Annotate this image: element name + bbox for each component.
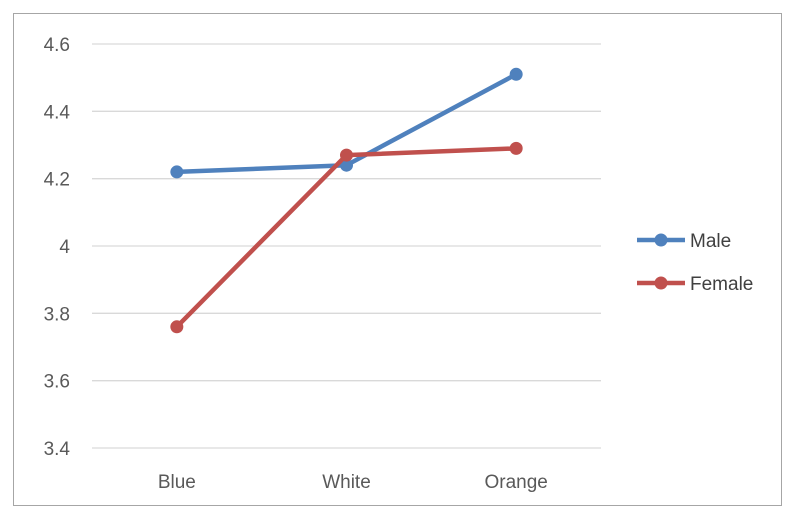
data-point-female xyxy=(340,148,353,162)
data-point-female xyxy=(509,141,523,155)
x-tick-label: Blue xyxy=(158,472,196,493)
legend-swatch-marker xyxy=(654,233,668,247)
chart-frame xyxy=(13,13,782,506)
y-tick-label: 4.2 xyxy=(44,170,70,191)
series-female xyxy=(170,141,523,334)
data-point-male xyxy=(509,67,523,81)
y-tick-label: 4.4 xyxy=(44,102,71,123)
y-tick-label: 3.6 xyxy=(44,372,70,393)
data-point-male xyxy=(170,165,184,179)
legend: Male Female xyxy=(637,231,753,295)
legend-label: Female xyxy=(690,274,753,295)
legend-entry-male: Male xyxy=(637,231,731,252)
y-tick-label: 3.8 xyxy=(44,304,70,325)
legend-label: Male xyxy=(690,231,731,252)
data-point-female xyxy=(170,320,184,334)
gridlines xyxy=(92,43,601,449)
y-tick-label: 4.6 xyxy=(44,35,70,56)
x-tick-label: Orange xyxy=(484,472,547,493)
series-line-female xyxy=(174,146,519,330)
data-point-male xyxy=(340,158,353,172)
x-axis-tick-labels: Blue White Orange xyxy=(158,472,548,493)
series-male xyxy=(170,67,523,179)
y-axis-tick-labels: 3.4 3.6 3.8 4 4.2 4.4 4.6 xyxy=(44,35,71,460)
y-tick-label: 3.4 xyxy=(44,439,71,460)
legend-swatch-marker xyxy=(654,276,668,290)
x-tick-label: White xyxy=(322,472,371,493)
y-tick-label: 4 xyxy=(59,237,70,258)
series-lines xyxy=(170,67,523,334)
legend-entry-female: Female xyxy=(637,274,753,295)
